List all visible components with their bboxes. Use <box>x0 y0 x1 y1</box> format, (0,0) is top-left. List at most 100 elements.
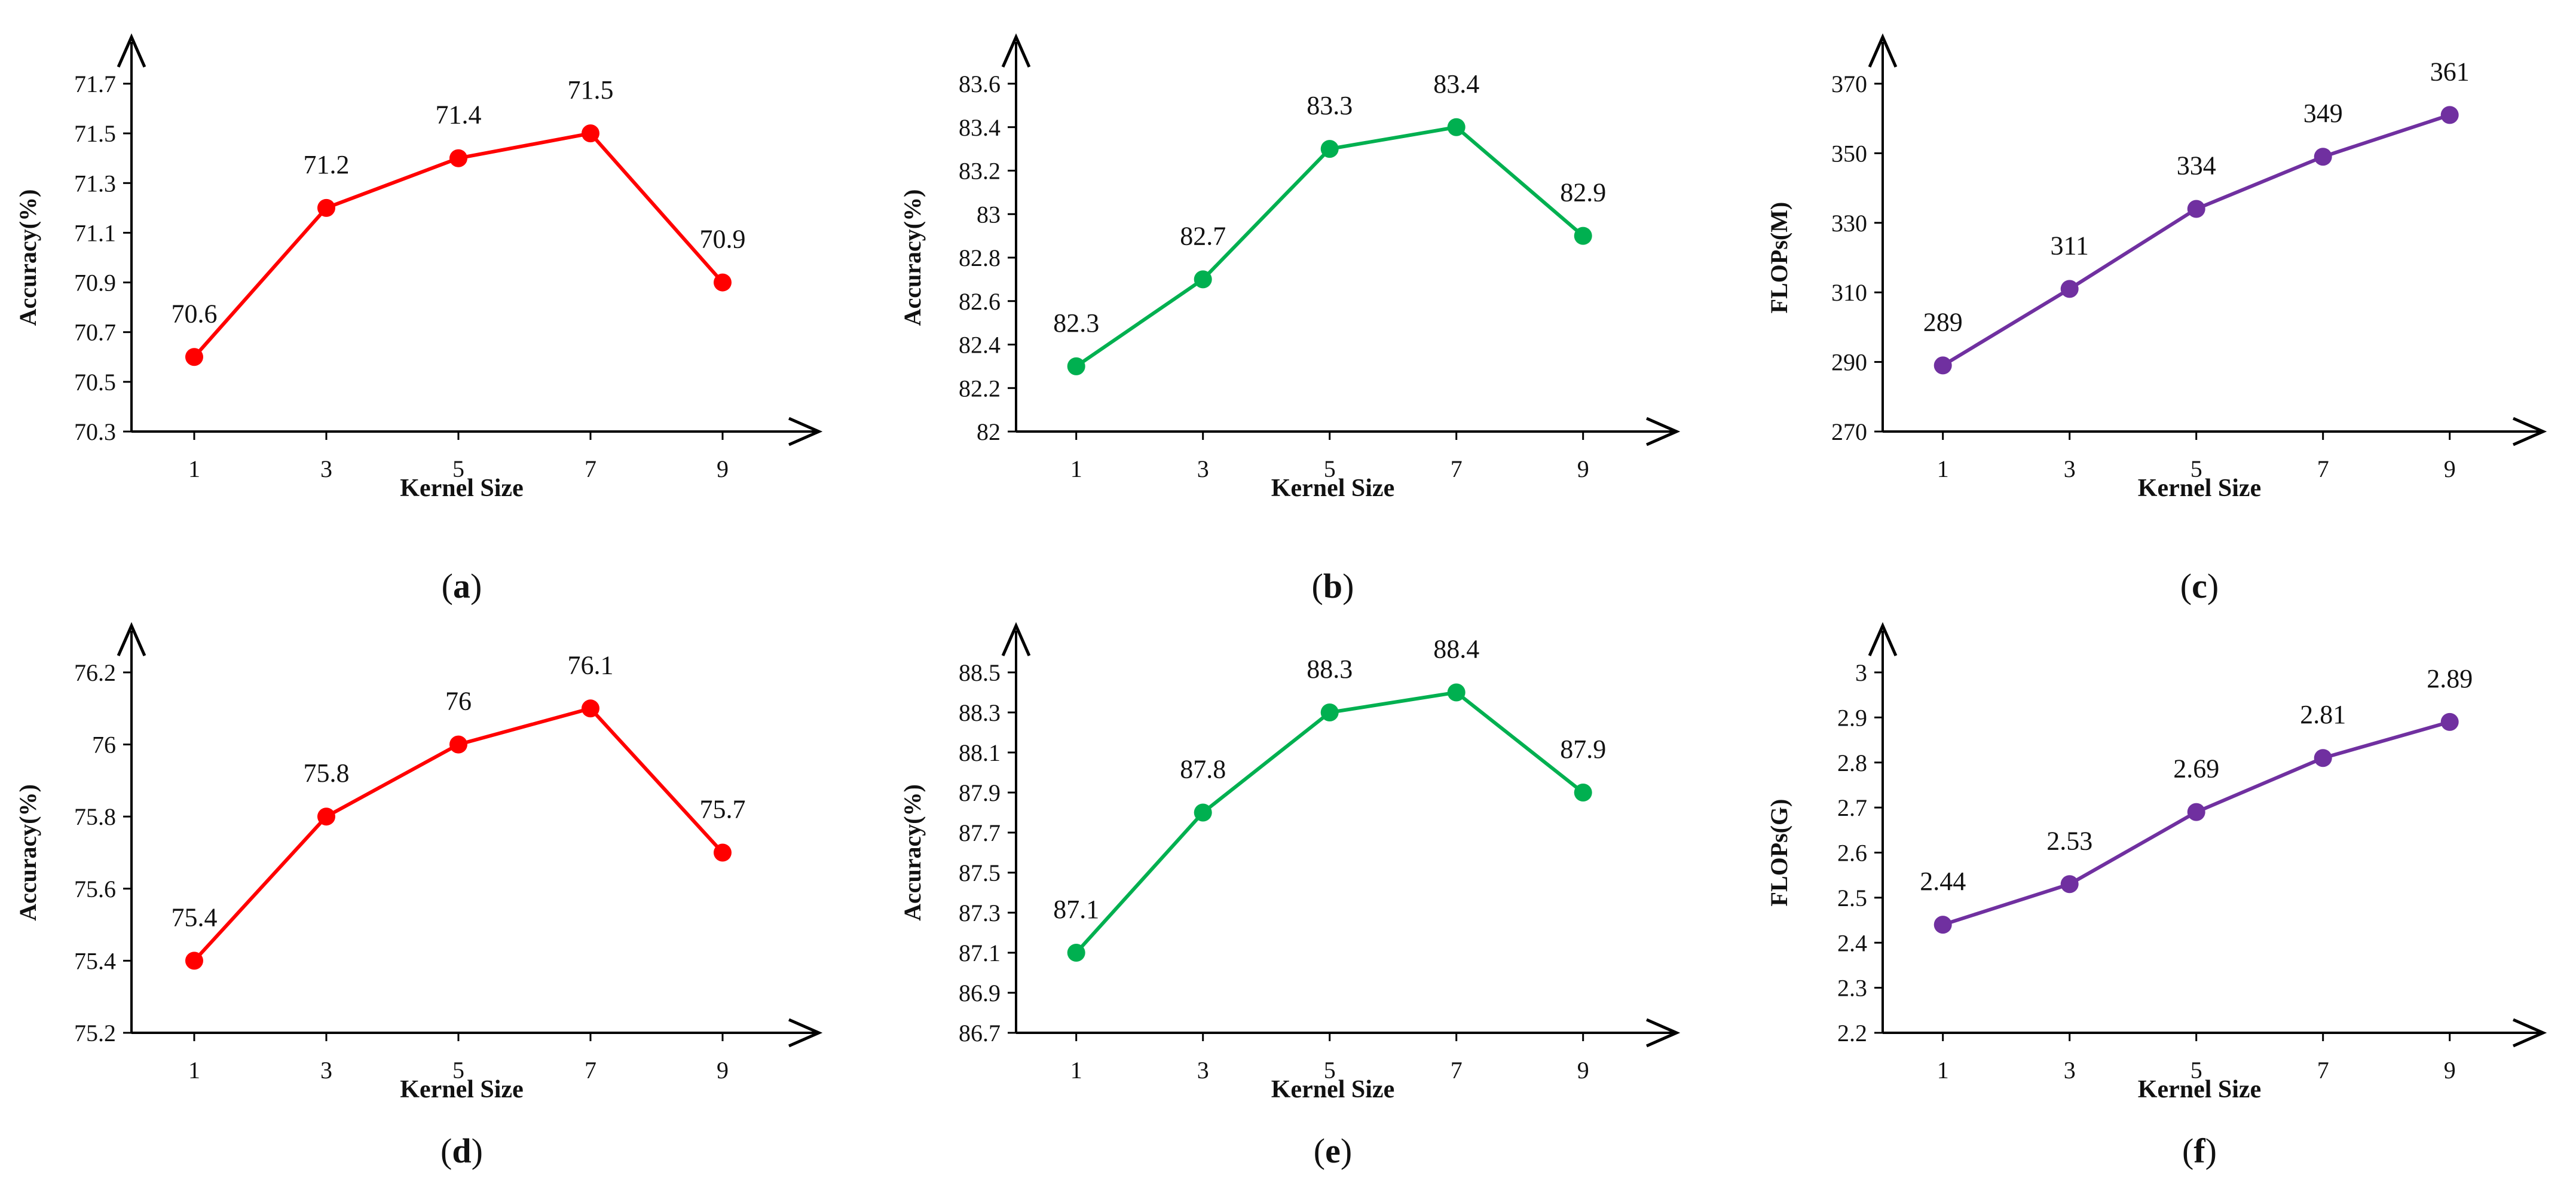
x-axis-arrow <box>1645 417 1681 446</box>
y-tick-label: 87.1 <box>959 940 1001 966</box>
data-point <box>2314 749 2332 767</box>
y-tick-label: 3 <box>1855 659 1867 686</box>
y-tick-label: 87.7 <box>959 819 1001 846</box>
x-axis-arrow <box>1645 1018 1681 1048</box>
data-point <box>1194 270 1212 289</box>
y-axis-arrow <box>1868 33 1898 68</box>
data-label: 2.89 <box>2427 664 2473 693</box>
chart-f: 2.2 2.3 2.4 2.5 2.6 2.7 2.8 2.9 3 1 3 5 7 9 Kernel Siz… <box>1766 622 2547 1170</box>
x-axis-arrow <box>2512 417 2547 446</box>
data-label: 88.4 <box>1433 635 1479 664</box>
panel-caption: (f) <box>2182 1131 2217 1170</box>
y-axis-title: FLOPs(M) <box>1766 202 1792 314</box>
x-tick-label: 3 <box>2064 1057 2076 1084</box>
y-tick-label: 87.3 <box>959 900 1001 926</box>
panel-caption-letter: b <box>1323 567 1342 605</box>
y-tick-label: 2.9 <box>1837 704 1867 731</box>
data-label: 75.7 <box>699 795 745 824</box>
data-label: 70.6 <box>171 299 217 328</box>
y-tick-label: 76 <box>92 732 116 758</box>
y-axis-arrow <box>117 622 146 657</box>
data-point <box>185 952 203 970</box>
y-axis-arrow <box>1001 622 1031 657</box>
x-tick-label: 5 <box>2190 455 2202 482</box>
panel-caption: (a) <box>442 567 482 605</box>
data-label: 76.1 <box>567 650 613 680</box>
y-tick-label: 2.3 <box>1837 975 1867 1002</box>
data-point <box>2060 280 2079 298</box>
y-tick-label: 83 <box>977 201 1001 228</box>
data-point <box>1574 227 1592 245</box>
series-line <box>1942 720 2450 926</box>
data-label: 75.8 <box>303 758 349 788</box>
panel-caption-letter: f <box>2193 1131 2205 1170</box>
y-tick-label: 83.6 <box>959 71 1001 97</box>
y-tick-label: 88.1 <box>959 739 1001 766</box>
data-point <box>1933 916 1952 934</box>
y-tick-label: 86.7 <box>959 1020 1001 1047</box>
y-tick-label: 82.6 <box>959 288 1001 315</box>
y-tick-label: 2.6 <box>1837 840 1867 867</box>
data-label: 83.4 <box>1433 69 1479 99</box>
chart-e: 86.7 86.9 87.1 87.3 87.5 87.7 87.9 88.1 88.3 88.5… <box>899 622 1681 1170</box>
data-point <box>1447 118 1466 136</box>
data-point <box>2440 712 2459 731</box>
chart-b: 82 82.2 82.4 82.6 82.8 83 83.2 83.4 83.6 1 3 5 7 9 Ker… <box>899 33 1681 605</box>
y-axis-arrow <box>1868 622 1898 657</box>
y-tick-label: 71.3 <box>74 170 116 197</box>
y-tick-label: 350 <box>1831 140 1867 167</box>
x-tick-label: 1 <box>1070 1057 1082 1084</box>
data-point <box>1067 944 1085 962</box>
x-tick-label: 1 <box>188 1057 200 1084</box>
data-point <box>713 273 732 292</box>
data-label: 71.4 <box>435 100 481 130</box>
y-tick-label: 82.2 <box>959 375 1001 402</box>
y-tick-label: 2.7 <box>1837 794 1867 821</box>
x-tick-label: 9 <box>1577 455 1589 482</box>
x-tick-label: 5 <box>1324 455 1336 482</box>
x-tick-label: 7 <box>1451 455 1463 482</box>
y-tick-label: 86.9 <box>959 980 1001 1007</box>
data-point <box>581 699 599 718</box>
x-tick-label: 1 <box>1937 1057 1949 1084</box>
y-tick-label: 75.8 <box>74 803 116 830</box>
x-tick-label: 3 <box>2064 455 2076 482</box>
data-point <box>2187 803 2205 821</box>
x-tick-label: 3 <box>320 1057 332 1084</box>
data-point <box>1447 683 1466 702</box>
y-tick-label: 2.5 <box>1837 885 1867 911</box>
data-label: 349 <box>2303 99 2343 128</box>
panel-caption-letter: c <box>2192 567 2207 605</box>
panel-caption-letter: d <box>452 1131 471 1170</box>
y-tick-label: 83.4 <box>959 114 1001 141</box>
data-label: 2.69 <box>2173 754 2219 784</box>
x-tick-label: 9 <box>2444 455 2456 482</box>
y-tick-label: 87.5 <box>959 859 1001 886</box>
data-point <box>1194 803 1212 822</box>
x-tick-label: 9 <box>717 455 729 482</box>
data-label: 83.3 <box>1307 91 1353 120</box>
data-label: 88.3 <box>1307 654 1353 684</box>
data-label: 311 <box>2051 231 2089 260</box>
y-axis-arrow <box>1001 33 1031 68</box>
y-tick-label: 88.3 <box>959 699 1001 726</box>
data-label: 70.9 <box>699 225 745 254</box>
data-label: 334 <box>2177 151 2216 181</box>
x-tick-label: 1 <box>1937 455 1949 482</box>
x-tick-label: 3 <box>1197 455 1209 482</box>
panel-caption: (b) <box>1312 567 1354 605</box>
panel-caption: (d) <box>440 1131 483 1170</box>
x-axis-arrow <box>788 1018 823 1048</box>
y-tick-label: 82 <box>977 418 1001 445</box>
x-tick-label: 7 <box>585 1057 596 1084</box>
data-point <box>1933 356 1952 375</box>
data-label: 75.4 <box>171 903 217 932</box>
y-axis-arrow <box>117 33 146 68</box>
y-tick-label: 70.3 <box>74 418 116 445</box>
y-tick-label: 2.4 <box>1837 929 1867 956</box>
x-tick-label: 5 <box>452 455 464 482</box>
y-tick-label: 71.7 <box>74 71 116 97</box>
data-label: 2.44 <box>1920 867 1966 896</box>
y-tick-label: 70.7 <box>74 319 116 346</box>
